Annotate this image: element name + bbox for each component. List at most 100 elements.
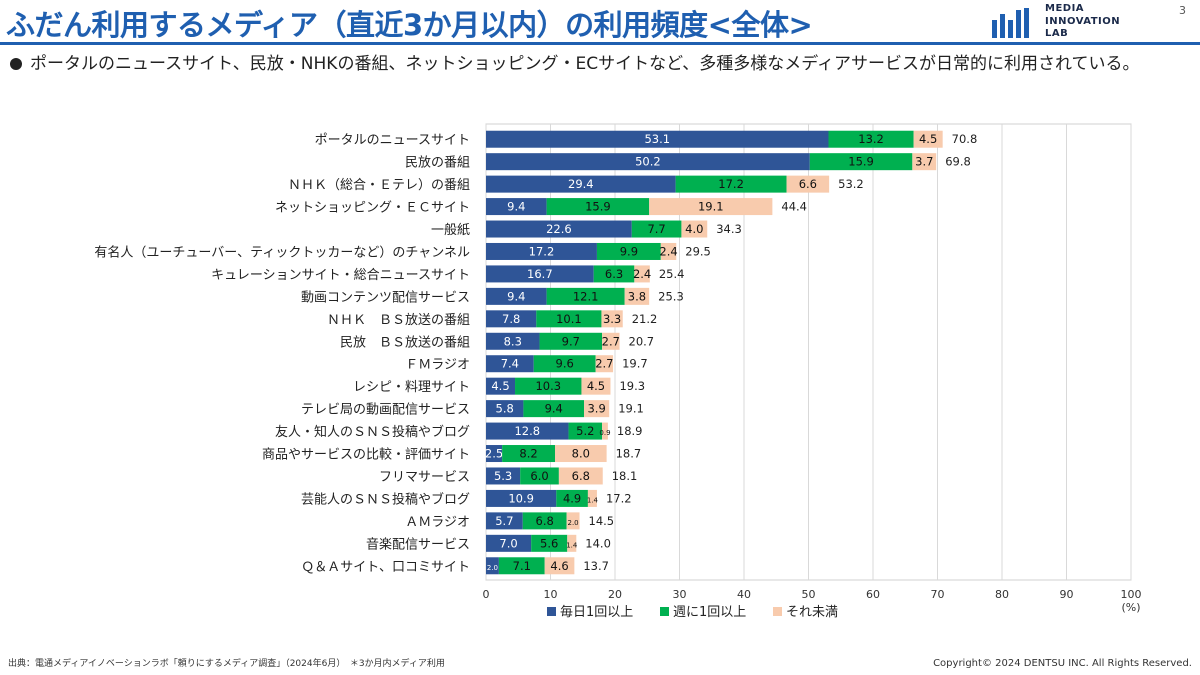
bar-value-label: 5.7 <box>495 514 513 528</box>
bar-value-label: 2.0 <box>568 519 579 527</box>
bar-segment <box>631 220 682 238</box>
bar-value-label: 9.6 <box>556 357 574 371</box>
bar-value-label: 17.2 <box>718 177 744 191</box>
bar-value-label: 19.1 <box>698 200 724 214</box>
bar-value-label: 2.7 <box>595 357 613 371</box>
bar-total-label: 19.7 <box>622 357 648 371</box>
bar-value-label: 8.3 <box>504 334 522 348</box>
bar-segment <box>581 377 611 395</box>
x-tick-label: 70 <box>931 588 945 601</box>
bar-segment <box>595 355 614 373</box>
bar-value-label: 7.4 <box>501 357 519 371</box>
bar-segment <box>649 198 773 216</box>
bar-value-label: 16.7 <box>527 267 553 281</box>
bar-segment <box>539 332 603 350</box>
bar-value-label: 4.9 <box>563 491 581 505</box>
bar-segment <box>486 355 534 373</box>
bar-value-label: 1.4 <box>587 496 599 504</box>
category-label: ＡＭラジオ <box>405 515 470 530</box>
category-label: ＮＨＫ（総合・Ｅテレ）の番組 <box>288 178 470 193</box>
bar-segment <box>486 153 810 171</box>
category-label: 友人・知人のＳＮＳ投稿やブログ <box>275 424 470 440</box>
bar-total-label: 20.7 <box>629 334 655 348</box>
bar-value-label: 6.6 <box>799 177 817 191</box>
bar-segment <box>498 557 545 575</box>
bar-value-label: 5.8 <box>496 402 514 416</box>
bar-segment <box>602 332 620 350</box>
bar-value-label: 15.9 <box>585 200 611 214</box>
legend-label: 毎日1回以上 <box>560 604 633 620</box>
bar-value-label: 12.1 <box>573 289 599 303</box>
bar-segment <box>486 445 503 463</box>
bar-total-label: 18.1 <box>612 469 638 483</box>
bar-value-label: 9.4 <box>507 289 525 303</box>
x-tick-label: 90 <box>1060 588 1074 601</box>
bar-segment <box>555 445 607 463</box>
bar-segment <box>486 175 676 193</box>
bar-segment <box>486 242 597 260</box>
bar-segment <box>536 310 602 328</box>
bar-value-label: 2.4 <box>659 244 677 258</box>
category-label: テレビ局の動画配信サービス <box>301 403 470 418</box>
bar-segment <box>520 467 559 485</box>
legend-swatch <box>547 607 556 616</box>
bar-total-label: 21.2 <box>632 312 658 326</box>
bar-value-label: 6.8 <box>572 469 590 483</box>
summary-bullet: ポータルのニュースサイト、民放・NHKの番組、ネットショッピング・ECサイトなど… <box>10 52 1160 77</box>
x-tick-label: 40 <box>737 588 751 601</box>
x-tick-label: 20 <box>608 588 622 601</box>
category-label: 民放 ＢＳ放送の番組 <box>340 335 470 350</box>
bar-total-label: 70.8 <box>952 132 978 146</box>
bar-value-label: 3.8 <box>628 289 646 303</box>
bar-value-label: 29.4 <box>568 177 594 191</box>
bar-value-label: 2.5 <box>485 447 503 461</box>
bar-segment <box>602 422 608 440</box>
bar-segment <box>486 534 532 552</box>
bar-total-label: 69.8 <box>945 155 971 169</box>
bar-value-label: 4.5 <box>491 379 509 393</box>
bar-value-label: 53.1 <box>644 132 670 146</box>
bar-value-label: 8.0 <box>572 447 590 461</box>
bar-segment <box>486 377 516 395</box>
bar-value-label: 13.2 <box>858 132 884 146</box>
bar-segment <box>486 512 523 530</box>
bar-value-label: 9.4 <box>507 200 525 214</box>
bar-segment <box>546 287 625 305</box>
bar-segment <box>556 489 588 507</box>
bar-value-label: 2.0 <box>487 564 498 572</box>
bar-value-label: 1.4 <box>566 541 578 549</box>
bar-value-label: 10.3 <box>535 379 561 393</box>
bar-value-label: 7.8 <box>502 312 520 326</box>
legend-swatch <box>773 607 782 616</box>
bar-segment <box>660 242 677 260</box>
legend-swatch <box>660 607 669 616</box>
bar-total-label: 34.3 <box>716 222 742 236</box>
bar-segment <box>593 265 635 283</box>
bar-value-label: 6.3 <box>605 267 623 281</box>
bar-value-label: 15.9 <box>848 155 874 169</box>
bar-value-label: 17.2 <box>529 244 555 258</box>
logo-bars-icon <box>992 8 1029 38</box>
bar-segment <box>486 265 594 283</box>
x-tick-label: 0 <box>483 588 490 601</box>
bar-value-label: 6.8 <box>536 514 554 528</box>
bar-value-label: 6.0 <box>530 469 548 483</box>
bar-segment <box>486 400 524 418</box>
media-innovation-lab-logo: MEDIA INNOVATION LAB <box>990 2 1160 42</box>
x-tick-label: 60 <box>866 588 880 601</box>
bar-value-label: 10.9 <box>508 491 534 505</box>
logo-text: MEDIA INNOVATION LAB <box>1045 3 1120 41</box>
bar-segment <box>502 445 556 463</box>
category-label: ＮＨＫ ＢＳ放送の番組 <box>327 313 470 328</box>
bar-segment <box>567 534 577 552</box>
category-label: 動画コンテンツ配信サービス <box>301 290 470 305</box>
logo-line-2: INNOVATION <box>1045 15 1121 27</box>
bar-segment <box>786 175 830 193</box>
bar-segment <box>566 512 580 530</box>
bar-total-label: 19.3 <box>619 379 645 393</box>
bar-segment <box>531 534 568 552</box>
bar-segment <box>486 130 829 148</box>
bar-value-label: 22.6 <box>546 222 572 236</box>
bar-total-label: 19.1 <box>618 402 644 416</box>
bar-total-label: 18.7 <box>616 447 642 461</box>
